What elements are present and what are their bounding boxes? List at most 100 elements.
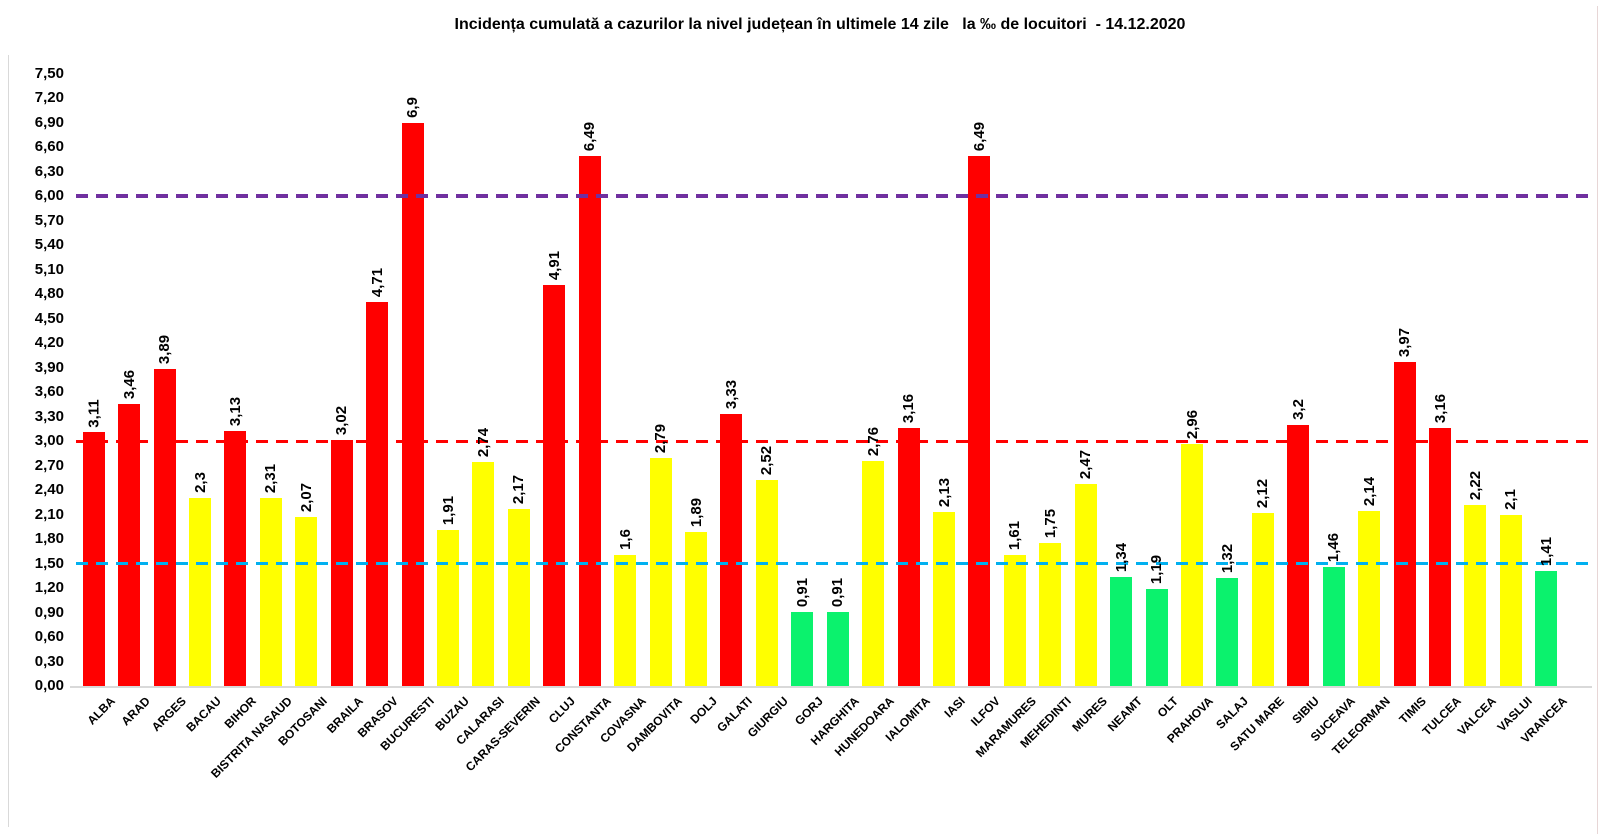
bar-dolj bbox=[685, 531, 707, 686]
value-label-alba: 3,11 bbox=[85, 399, 103, 428]
bar-mehedinti bbox=[1039, 543, 1062, 686]
y-axis-tick-label: 3,60 bbox=[34, 383, 64, 401]
bar-iasi bbox=[933, 512, 955, 686]
bar-salaj bbox=[1216, 578, 1239, 686]
bar-tulcea bbox=[1429, 428, 1451, 686]
bar-suceava bbox=[1322, 566, 1345, 686]
value-label-bihor: 3,13 bbox=[227, 396, 245, 426]
y-axis-tick-label: 1,20 bbox=[34, 579, 64, 597]
value-label-mehedinti: 1,75 bbox=[1041, 509, 1059, 539]
value-label-suceava: 1,46 bbox=[1325, 532, 1343, 562]
bar-sibiu bbox=[1287, 424, 1310, 686]
y-axis-tick-label: 4,50 bbox=[34, 309, 64, 327]
bar-bucuresti bbox=[401, 122, 424, 686]
y-axis-tick-label: 5,40 bbox=[34, 236, 64, 254]
value-label-prahova: 2,96 bbox=[1183, 410, 1201, 440]
y-axis-tick-label: 3,00 bbox=[34, 432, 64, 450]
y-axis-tick-label: 6,00 bbox=[34, 187, 64, 205]
chart-border-left bbox=[8, 55, 9, 827]
y-axis-tick-label: 6,90 bbox=[34, 113, 64, 131]
value-label-neamt: 1,34 bbox=[1112, 542, 1130, 572]
x-axis-label-alba: ALBA bbox=[84, 694, 118, 728]
value-label-arges: 3,89 bbox=[156, 334, 174, 364]
y-axis-tick-label: 1,80 bbox=[34, 530, 64, 548]
value-label-valcea: 2,22 bbox=[1467, 470, 1485, 500]
bar-ialomita bbox=[897, 428, 920, 686]
bar-constanta bbox=[578, 156, 601, 686]
value-label-iasi: 2,13 bbox=[935, 478, 953, 508]
value-label-braila: 3,02 bbox=[333, 405, 351, 435]
bar-dambovita bbox=[649, 458, 672, 686]
bar-caras-severin bbox=[507, 508, 530, 686]
bar-harghita bbox=[826, 611, 849, 686]
bar-timis bbox=[1393, 362, 1416, 686]
value-label-harghita: 0,91 bbox=[829, 577, 847, 607]
value-label-arad: 3,46 bbox=[120, 369, 138, 399]
value-label-covasna: 1,6 bbox=[616, 529, 634, 551]
reference-line-3 bbox=[76, 439, 1592, 443]
y-axis-tick-label: 6,30 bbox=[34, 162, 64, 180]
bar-bistrita-nasaud bbox=[259, 497, 282, 686]
value-label-bucuresti: 6,9 bbox=[403, 97, 421, 118]
bar-bihor bbox=[224, 430, 247, 686]
x-axis-line bbox=[70, 686, 1592, 688]
y-axis-tick-label: 2,40 bbox=[34, 481, 64, 499]
value-label-satu-mare: 2,12 bbox=[1254, 478, 1272, 509]
value-label-cluj: 4,91 bbox=[545, 251, 563, 281]
y-axis-tick-label: 5,10 bbox=[34, 260, 64, 278]
value-label-hunedoara: 2,76 bbox=[864, 426, 882, 456]
reference-line-6 bbox=[76, 194, 1592, 199]
value-label-ialomita: 3,16 bbox=[900, 394, 918, 424]
bar-cluj bbox=[543, 285, 566, 686]
y-axis-tick-label: 4,20 bbox=[34, 334, 64, 352]
bar-vrancea bbox=[1535, 570, 1558, 686]
value-label-calarasi: 2,74 bbox=[475, 428, 493, 458]
value-label-giurgiu: 2,52 bbox=[758, 446, 776, 476]
bar-olt bbox=[1145, 588, 1168, 686]
value-label-olt: 1,19 bbox=[1148, 554, 1166, 584]
value-label-salaj: 1,32 bbox=[1219, 544, 1237, 574]
bar-botosani bbox=[295, 517, 318, 686]
y-axis-tick-label: 2,70 bbox=[34, 456, 64, 474]
value-label-caras-severin: 2,17 bbox=[510, 474, 528, 505]
value-label-tulcea: 3,16 bbox=[1431, 394, 1449, 424]
value-label-sibiu: 3,2 bbox=[1289, 398, 1307, 420]
bar-prahova bbox=[1181, 444, 1203, 686]
bar-alba bbox=[82, 432, 105, 686]
bar-galati bbox=[720, 414, 743, 686]
bar-covasna bbox=[614, 555, 637, 686]
y-axis-tick-label: 4,80 bbox=[34, 285, 64, 303]
value-label-constanta: 6,49 bbox=[581, 122, 599, 152]
value-label-dambovita: 2,79 bbox=[652, 424, 670, 454]
value-label-teleorman: 2,14 bbox=[1360, 477, 1378, 507]
bar-arges bbox=[153, 368, 176, 686]
value-label-bacau: 2,3 bbox=[191, 472, 209, 494]
value-label-gorj: 0,91 bbox=[793, 577, 811, 607]
value-label-brasov: 4,71 bbox=[368, 267, 386, 297]
y-axis-tick-label: 7,50 bbox=[34, 65, 64, 82]
value-label-maramures: 1,61 bbox=[1006, 520, 1024, 550]
bar-brasov bbox=[366, 301, 389, 686]
y-axis-tick-label: 6,60 bbox=[34, 138, 64, 156]
value-label-buzau: 1,91 bbox=[439, 496, 457, 526]
value-label-dolj: 1,89 bbox=[687, 497, 705, 527]
y-axis-tick-label: 1,50 bbox=[34, 554, 64, 572]
bar-ilfov bbox=[968, 156, 991, 686]
y-axis-tick-label: 0,00 bbox=[34, 677, 64, 694]
bar-calarasi bbox=[472, 462, 495, 686]
value-label-ilfov: 6,49 bbox=[971, 122, 989, 152]
bar-valcea bbox=[1464, 504, 1487, 686]
bar-maramures bbox=[1003, 554, 1026, 686]
bar-giurgiu bbox=[755, 480, 778, 686]
y-axis-tick-label: 2,10 bbox=[34, 505, 64, 523]
value-label-botosani: 2,07 bbox=[297, 482, 315, 513]
bar-gorj bbox=[791, 611, 814, 686]
bar-teleorman bbox=[1358, 511, 1381, 686]
y-axis-tick-label: 7,20 bbox=[34, 89, 64, 107]
value-label-bistrita-nasaud: 2,31 bbox=[262, 463, 280, 493]
reference-line-1-5 bbox=[76, 562, 1592, 566]
value-label-timis: 3,97 bbox=[1396, 327, 1414, 358]
y-axis-tick-label: 5,70 bbox=[34, 211, 64, 229]
chart-title: Incidența cumulată a cazurilor la nivel … bbox=[454, 16, 1186, 33]
